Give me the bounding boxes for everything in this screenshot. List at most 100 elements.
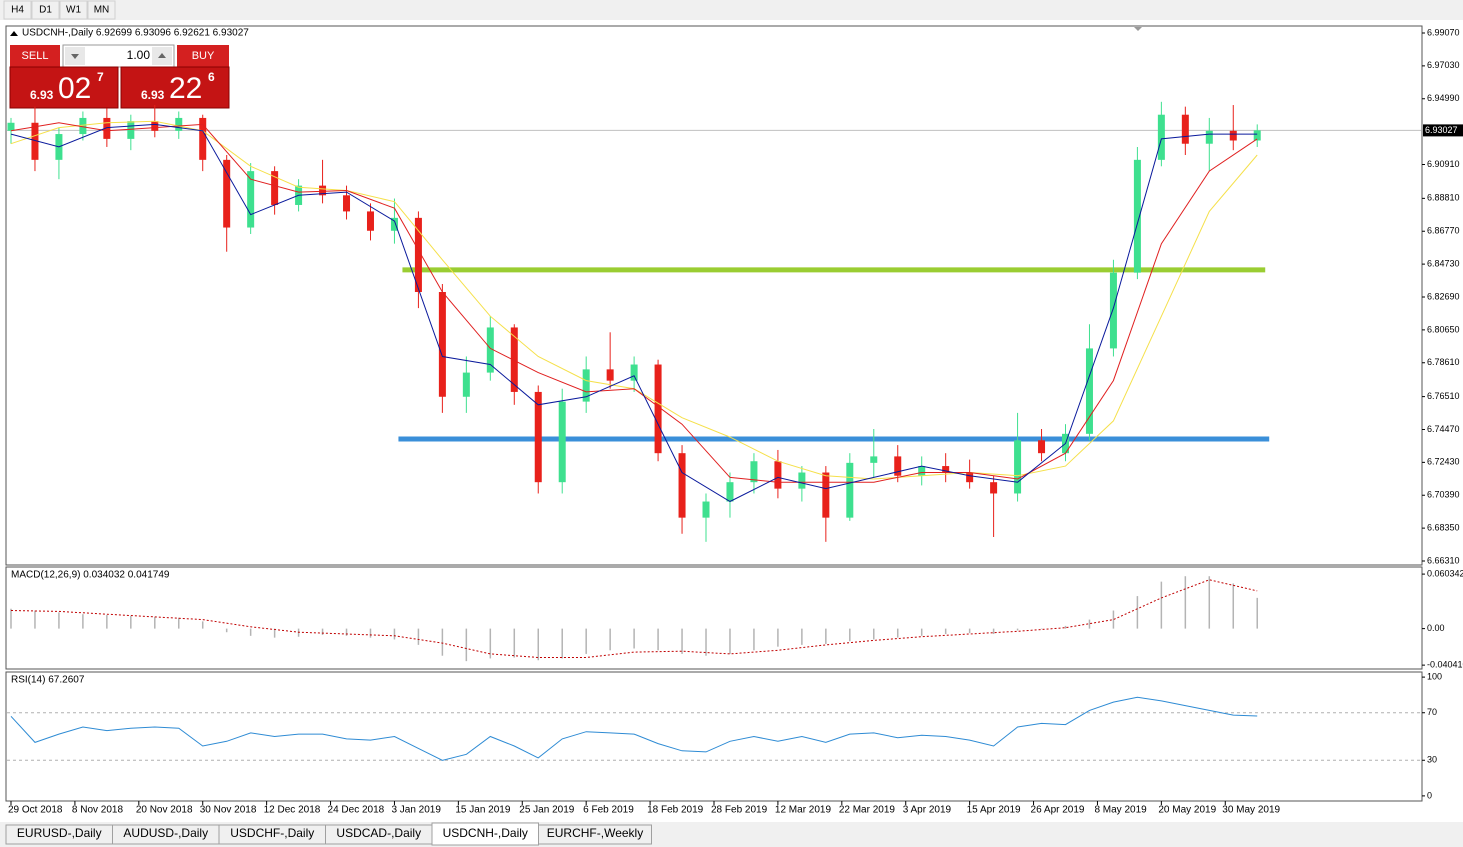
macd-bar [944,628,947,635]
candle-body [1085,348,1093,434]
symbol-tab[interactable] [538,824,652,845]
timeframe-button[interactable] [87,0,116,20]
macd-bar [705,628,707,656]
macd-bar [201,621,204,629]
macd-bar [1112,610,1115,629]
y-tick-label: 6.94990 [1427,93,1460,103]
x-tick-label: 3 Jan 2019 [391,805,441,816]
candle-body [1038,440,1046,454]
y-tick-label: 6.76510 [1427,391,1460,401]
x-tick-label: 12 Dec 2018 [264,805,321,816]
macd-bar [154,616,156,629]
symbol-tab-label: USDCAD-,Daily [336,826,421,840]
macd-bar [489,628,492,659]
macd-bar [273,628,276,638]
candle-body [438,292,446,397]
macd-bar [369,628,372,638]
x-tick-label: 29 Oct 2018 [8,805,63,816]
timeframe-label: W1 [66,5,81,16]
macd-bar [1184,576,1187,629]
volume: 1.00 [127,48,151,62]
macd-bar [1016,628,1019,631]
rsi-panel [5,671,1423,802]
macd-bar [753,628,755,651]
x-tick-label: 3 Apr 2019 [903,805,952,816]
macd-bar [920,628,923,636]
y-tick-label: 6.80650 [1427,324,1460,334]
candle-body [7,122,15,131]
candle-body [414,217,422,293]
candle-body [750,461,758,483]
candle-body [798,472,806,489]
macd-bar [417,628,420,645]
macd-bar [968,628,971,634]
candle-body [79,117,87,135]
symbol-tab-label: AUDUSD-,Daily [123,826,208,840]
y-tick-label: 6.86770 [1427,226,1460,236]
candle-body [366,211,374,231]
x-tick-label: 12 Mar 2019 [775,805,832,816]
symbol-tab-label: EURCHF-,Weekly [547,826,643,840]
macd-bar [585,628,587,654]
symbol-tab-label: USDCNH-,Daily [443,826,528,840]
candle-body [846,462,854,518]
y-tick-label: 6.99070 [1427,27,1460,37]
y-tick-label: 6.84730 [1427,258,1460,268]
timeframe-button[interactable] [59,0,88,20]
macd-bar [729,628,731,654]
y-tick-label: 70 [1427,707,1437,717]
timeframe-button[interactable] [31,0,60,20]
candle-body [151,121,159,131]
timeframe-button[interactable] [3,0,32,20]
macd-bar [1208,576,1211,629]
macd-bar [801,628,803,645]
candle-body [223,159,231,228]
candle-body [702,501,710,518]
macd-bar [825,628,827,644]
candle-body [942,466,950,473]
x-tick-label: 8 May 2019 [1094,805,1147,816]
y-tick-label: 6.72430 [1427,457,1460,467]
bid-main: 02 [58,72,91,105]
bid-box[interactable] [9,66,119,109]
candle-body [582,369,590,402]
shift-marker[interactable] [1134,27,1142,31]
candle-body [199,117,207,160]
trade-panel: SELL 1.00 BUY 6.93 02 7 6.93 22 6 [9,44,230,109]
x-tick-label: 28 Feb 2019 [711,805,768,816]
y-tick-label: 6.82690 [1427,291,1460,301]
x-tick-label: 6 Feb 2019 [583,805,634,816]
collapse-icon[interactable] [10,31,18,36]
candle-body [966,472,974,483]
sell-button[interactable] [10,45,60,67]
ask-pip: 6 [208,70,215,84]
macd-bar [873,628,875,640]
ask-box[interactable] [120,66,230,109]
candle-body [510,327,518,392]
y-tick-label: -0.040410 [1427,659,1463,669]
moving-average [10,123,1258,503]
macd-bar [465,628,468,662]
ask-big: 6.93 [141,88,165,102]
moving-average [10,122,1258,483]
macd-bar [82,614,84,629]
candle-body [606,369,614,381]
buy-button[interactable] [177,45,229,67]
macd-bar [777,628,779,647]
macd-bar [849,628,851,642]
symbol-tab-label: EURUSD-,Daily [17,826,102,840]
candle-body [918,466,926,476]
candle-body [654,364,662,454]
y-tick-label: 6.66310 [1427,555,1460,565]
x-tick-label: 30 Nov 2018 [200,805,257,816]
x-tick-label: 18 Feb 2019 [647,805,704,816]
indicator-label: MACD(12,26,9) 0.034032 0.041749 [11,570,170,581]
macd-bar [681,628,683,654]
bid-big: 6.93 [30,88,54,102]
candle-body [990,482,998,494]
macd-bar [225,628,228,633]
y-tick-label: 100 [1427,671,1442,681]
candle-body [1253,130,1261,141]
macd-bar [992,628,995,635]
